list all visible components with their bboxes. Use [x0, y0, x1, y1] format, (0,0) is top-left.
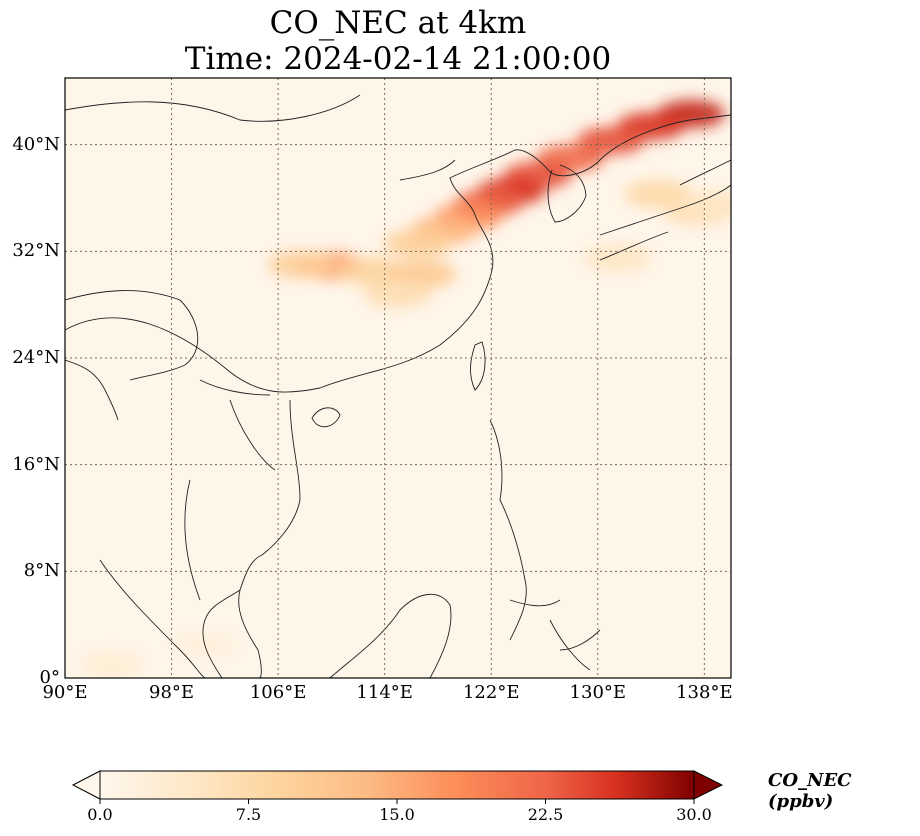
lat-tick-label: 24°N: [12, 347, 60, 368]
lat-tick-label: 32°N: [12, 240, 60, 262]
lat-tick-label: 16°N: [12, 453, 60, 475]
plume-19: [77, 650, 146, 678]
lon-tick-label: 114°E: [356, 682, 413, 703]
lon-tick-label: 130°E: [569, 682, 627, 703]
lat-tick-label: 8°N: [23, 560, 60, 582]
colorbar-tick-label: 7.5: [235, 805, 262, 824]
map-title-line1: CO_NEC at 4km: [269, 5, 527, 41]
lon-tick-label: 122°E: [462, 682, 520, 703]
lon-tick-label: 138°E: [676, 682, 733, 703]
map-title-line2: Time: 2024-02-14 21:00:00: [184, 41, 612, 77]
colorbar-bar: [99, 770, 695, 800]
gridlines: [65, 78, 731, 678]
lon-tick-label: 106°E: [249, 682, 307, 703]
colorbar-tick-label: 15.0: [379, 805, 415, 824]
colorbar-title: CO_NEC (ppbv): [768, 770, 852, 812]
lat-tick-label: 0°: [39, 667, 60, 688]
colorbar-tick-label: 30.0: [676, 805, 712, 824]
map-background: [65, 78, 731, 678]
plume-2: [577, 126, 646, 155]
colorbar: [71, 770, 724, 804]
plume-11: [268, 250, 337, 279]
colorbar-extend-max: [693, 770, 724, 800]
colorbar-tick-label: 22.5: [527, 805, 564, 824]
plume-12: [337, 257, 406, 286]
plume-17: [583, 244, 652, 272]
coastlines: [65, 94, 731, 678]
plume-9: [383, 229, 452, 258]
plume-15: [623, 180, 692, 208]
plume-14: [364, 280, 432, 308]
lat-tick-label: 40°N: [12, 133, 60, 155]
colorbar-extend-min: [71, 770, 101, 800]
map-frame: [64, 77, 732, 679]
plume-18: [681, 190, 731, 219]
lon-tick-label: 90°E: [42, 682, 88, 703]
colorbar-tick-label: 0.0: [87, 805, 113, 824]
concentration-field: [77, 100, 731, 678]
lon-tick-label: 98°E: [149, 682, 195, 703]
